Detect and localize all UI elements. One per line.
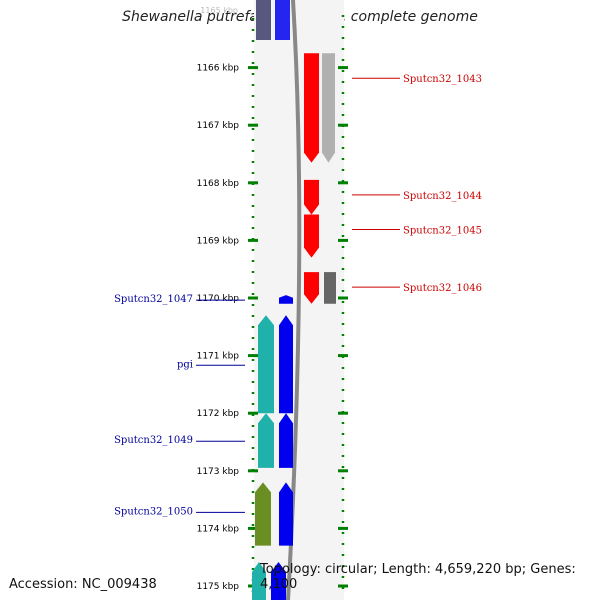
ruler-label: 1171 kbp [197, 352, 240, 362]
forward-gene-label: Sputcn32_1046 [403, 283, 482, 294]
gene-layer [252, 0, 336, 600]
gene-arrow-bottom-partial [271, 562, 286, 600]
ruler-tick-left [248, 296, 258, 300]
ruler-tick-left [248, 123, 258, 127]
forward-gene-arrow [304, 272, 319, 304]
ruler-tick-right [338, 181, 348, 185]
gene-arrow-top-partial [275, 0, 290, 40]
forward-gene-arrow [304, 179, 319, 215]
reverse-gene-arrow [279, 315, 293, 414]
reverse-gene-label: Sputcn32_1047 [114, 294, 193, 305]
ruler-label: 1173 kbp [197, 467, 240, 477]
ruler-label: 1167 kbp [197, 121, 240, 131]
accession-text: Accession: NC_009438 [9, 577, 157, 592]
ruler-tick-left [248, 238, 258, 242]
ruler-label: 1172 kbp [197, 409, 240, 419]
reverse-cds-bar [258, 413, 274, 468]
reverse-gene-label: pgi [177, 359, 193, 370]
ruler-label: 1170 kbp [197, 294, 240, 304]
ruler-label: 1168 kbp [197, 179, 240, 189]
ruler-tick-left [248, 181, 258, 185]
ruler-tick-right [338, 354, 348, 358]
ruler-tick-right [338, 469, 348, 473]
reverse-cds-bar [255, 482, 271, 546]
forward-gene-label: Sputcn32_1045 [403, 225, 482, 236]
forward-gene-label: Sputcn32_1043 [403, 74, 482, 85]
reverse-gene-arrow [279, 295, 293, 304]
ruler-label: 1166 kbp [197, 64, 240, 74]
reverse-gene-arrow [279, 413, 293, 468]
forward-cds-bar [324, 272, 336, 304]
ruler-label: 1169 kbp [197, 236, 240, 246]
ruler-tick-left [248, 354, 258, 358]
ruler-tick-right [338, 66, 348, 70]
reverse-gene-label: Sputcn32_1050 [114, 506, 193, 517]
ruler-tick-right [338, 411, 348, 415]
ruler-label: 1175 kbp [197, 582, 240, 592]
forward-gene-arrow [304, 53, 319, 163]
ruler-label-top: 1165 kbp [200, 6, 238, 15]
ruler-tick-left [248, 469, 258, 473]
forward-gene-arrow [304, 214, 319, 258]
ruler-tick-left [248, 411, 258, 415]
ruler-tick-left [248, 526, 258, 530]
reverse-gene-label: Sputcn32_1049 [114, 435, 193, 446]
reverse-gene-arrow [279, 482, 293, 546]
gene-bar-bottom-partial [252, 562, 266, 600]
ruler-label: 1174 kbp [197, 524, 240, 534]
reverse-cds-bar [258, 315, 274, 414]
label-layer: Sputcn32_1043 Sputcn32_1044 Sputcn32_1045 S… [114, 74, 482, 517]
ruler-tick-right [338, 296, 348, 300]
ruler-tick-right [338, 526, 348, 530]
ruler-tick-right [338, 123, 348, 127]
ruler-tick-left [248, 66, 258, 70]
gene-bar-top-partial [256, 0, 271, 40]
genome-summary: Topology: circular; Length: 4,659,220 bp… [260, 562, 576, 592]
forward-gene-label: Sputcn32_1044 [403, 191, 482, 202]
ruler-tick-right [338, 238, 348, 242]
ruler-tick-right [338, 584, 348, 588]
ruler-layer: 1165 kbp 1166 kbp 1167 kbp 1168 kbp 1169 kbp… [197, 6, 348, 598]
forward-cds-bar [322, 53, 335, 163]
